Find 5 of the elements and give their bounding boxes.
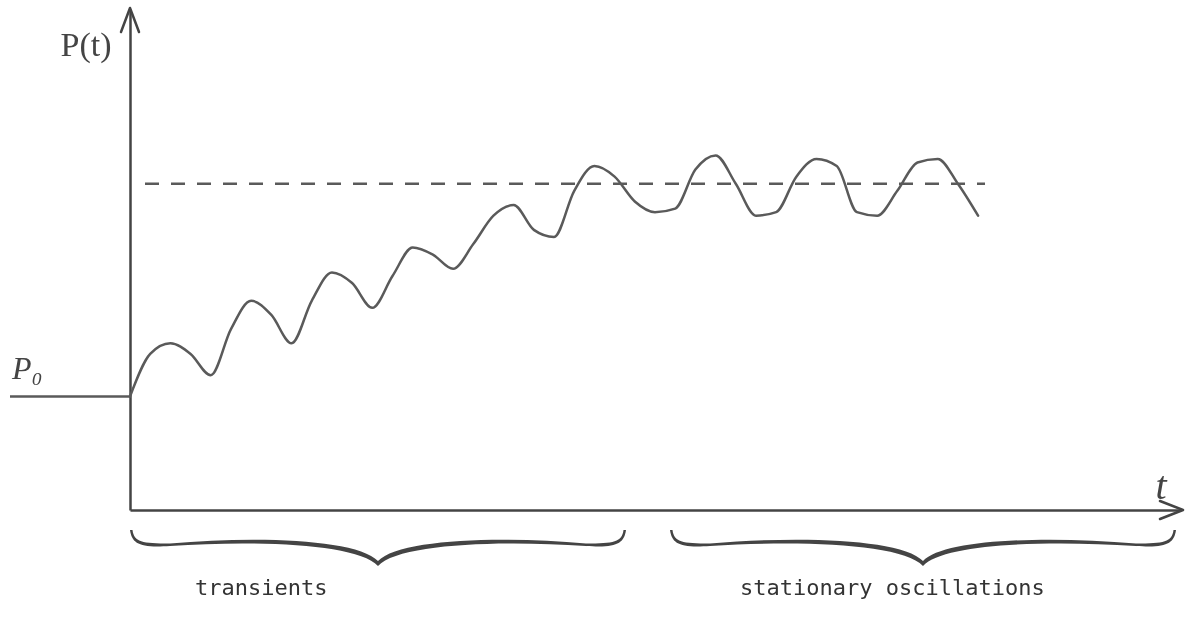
x-axis-title: t (1155, 462, 1168, 508)
ref-line-label: P₀ (11, 349, 43, 386)
y-axis-title: P(t) (60, 25, 112, 64)
text: stationary oscillations (740, 575, 1045, 600)
text: transients (195, 575, 328, 600)
